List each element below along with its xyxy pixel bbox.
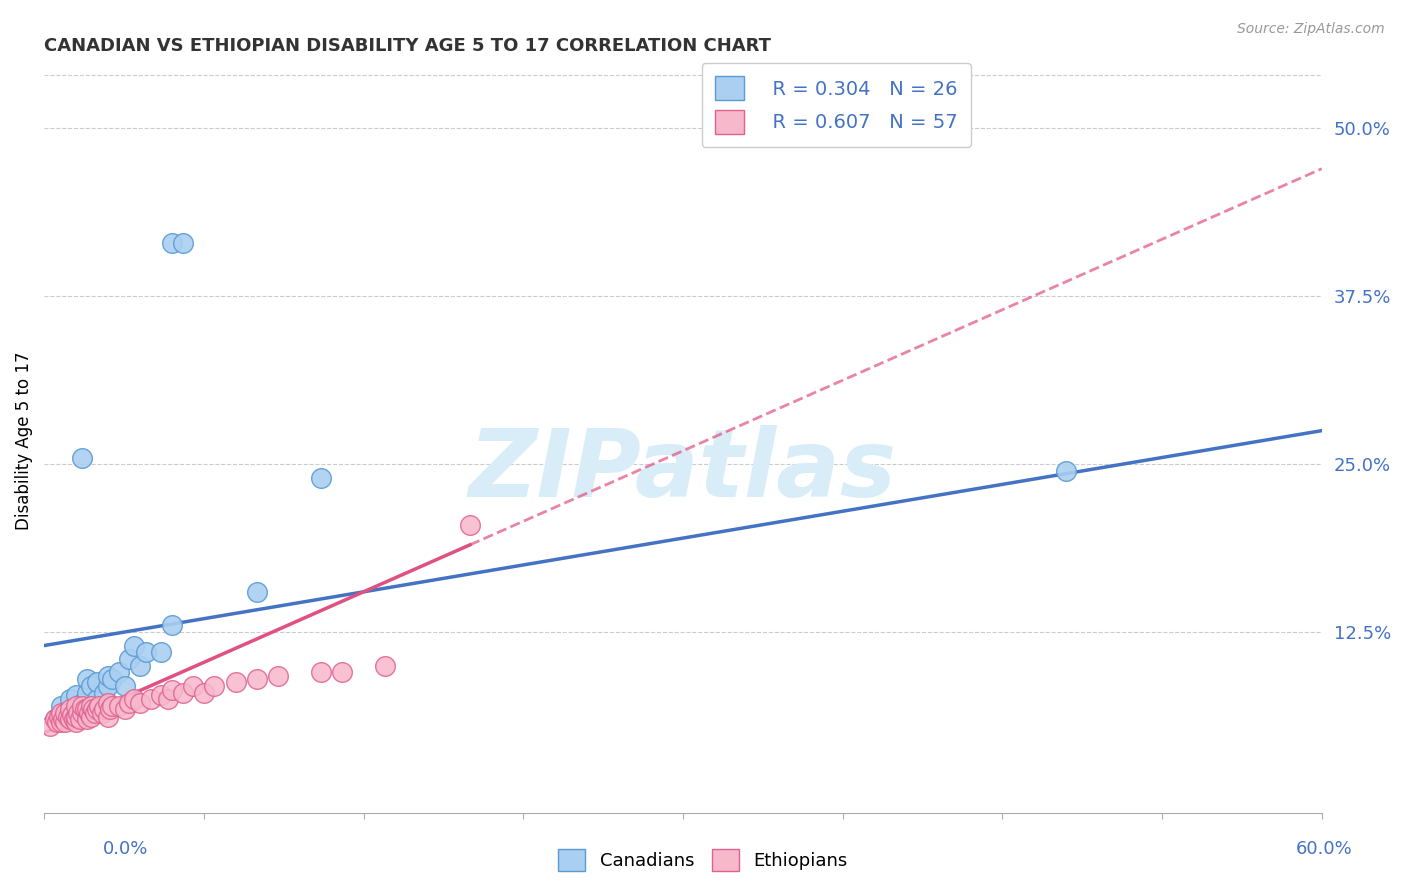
Point bbox=[80, 710, 103, 724]
Point bbox=[65, 698, 87, 713]
Point bbox=[97, 710, 120, 724]
Point bbox=[44, 713, 66, 727]
Point bbox=[82, 701, 104, 715]
Point bbox=[56, 710, 79, 724]
Legend:   R = 0.304   N = 26,   R = 0.607   N = 57: R = 0.304 N = 26, R = 0.607 N = 57 bbox=[702, 62, 972, 147]
Point bbox=[63, 713, 86, 727]
Point bbox=[97, 696, 120, 710]
Point bbox=[55, 706, 77, 720]
Point bbox=[118, 652, 141, 666]
Point bbox=[55, 715, 77, 730]
Point bbox=[65, 688, 87, 702]
Point bbox=[156, 692, 179, 706]
Point bbox=[97, 679, 120, 693]
Point bbox=[55, 706, 77, 720]
Point bbox=[150, 645, 173, 659]
Point bbox=[59, 713, 82, 727]
Point bbox=[114, 679, 136, 693]
Point bbox=[76, 685, 98, 699]
Point bbox=[267, 669, 290, 683]
Point bbox=[122, 692, 145, 706]
Point bbox=[98, 701, 121, 715]
Point bbox=[93, 685, 115, 699]
Text: ZIPatlas: ZIPatlas bbox=[470, 425, 897, 516]
Point bbox=[193, 685, 215, 699]
Point bbox=[1054, 464, 1077, 478]
Point bbox=[97, 669, 120, 683]
Point bbox=[330, 665, 353, 680]
Point bbox=[44, 713, 66, 727]
Point bbox=[101, 672, 124, 686]
Point bbox=[45, 715, 67, 730]
Point bbox=[101, 698, 124, 713]
Point bbox=[65, 715, 87, 730]
Point bbox=[72, 696, 94, 710]
Point bbox=[48, 710, 70, 724]
Point bbox=[118, 696, 141, 710]
Point bbox=[49, 698, 72, 713]
Point bbox=[150, 688, 173, 702]
Point bbox=[204, 679, 226, 693]
Point bbox=[107, 665, 129, 680]
Point bbox=[49, 715, 72, 730]
Legend: Canadians, Ethiopians: Canadians, Ethiopians bbox=[551, 842, 855, 879]
Point bbox=[65, 701, 87, 715]
Point bbox=[93, 701, 115, 715]
Point bbox=[129, 658, 152, 673]
Point bbox=[67, 706, 90, 720]
Text: 0.0%: 0.0% bbox=[103, 840, 148, 858]
Point bbox=[84, 706, 107, 720]
Point bbox=[172, 235, 194, 250]
Point bbox=[246, 584, 269, 599]
Text: Source: ZipAtlas.com: Source: ZipAtlas.com bbox=[1237, 22, 1385, 37]
Point bbox=[59, 692, 82, 706]
Y-axis label: Disability Age 5 to 17: Disability Age 5 to 17 bbox=[15, 351, 32, 530]
Point bbox=[72, 706, 94, 720]
Point bbox=[107, 698, 129, 713]
Point bbox=[72, 698, 94, 713]
Point bbox=[135, 645, 157, 659]
Point bbox=[65, 710, 87, 724]
Point bbox=[122, 639, 145, 653]
Point bbox=[72, 450, 94, 465]
Point bbox=[172, 685, 194, 699]
Point bbox=[89, 698, 111, 713]
Point bbox=[73, 701, 96, 715]
Point bbox=[129, 696, 152, 710]
Point bbox=[60, 708, 83, 723]
Point bbox=[309, 470, 332, 484]
Point bbox=[76, 701, 98, 715]
Point bbox=[52, 713, 75, 727]
Point bbox=[80, 698, 103, 713]
Point bbox=[90, 706, 112, 720]
Point bbox=[77, 706, 100, 720]
Point bbox=[39, 719, 62, 733]
Point bbox=[225, 674, 247, 689]
Point bbox=[374, 658, 396, 673]
Point bbox=[160, 618, 183, 632]
Point bbox=[86, 692, 108, 706]
Point bbox=[139, 692, 162, 706]
Point bbox=[309, 665, 332, 680]
Point bbox=[69, 713, 91, 727]
Text: CANADIAN VS ETHIOPIAN DISABILITY AGE 5 TO 17 CORRELATION CHART: CANADIAN VS ETHIOPIAN DISABILITY AGE 5 T… bbox=[44, 37, 770, 55]
Point bbox=[246, 672, 269, 686]
Point bbox=[160, 682, 183, 697]
Point bbox=[181, 679, 204, 693]
Point bbox=[80, 679, 103, 693]
Point bbox=[114, 701, 136, 715]
Point bbox=[76, 672, 98, 686]
Point bbox=[458, 517, 481, 532]
Point bbox=[76, 713, 98, 727]
Point bbox=[160, 235, 183, 250]
Point bbox=[86, 674, 108, 689]
Point bbox=[86, 701, 108, 715]
Point bbox=[59, 701, 82, 715]
Text: 60.0%: 60.0% bbox=[1296, 840, 1353, 858]
Point bbox=[49, 706, 72, 720]
